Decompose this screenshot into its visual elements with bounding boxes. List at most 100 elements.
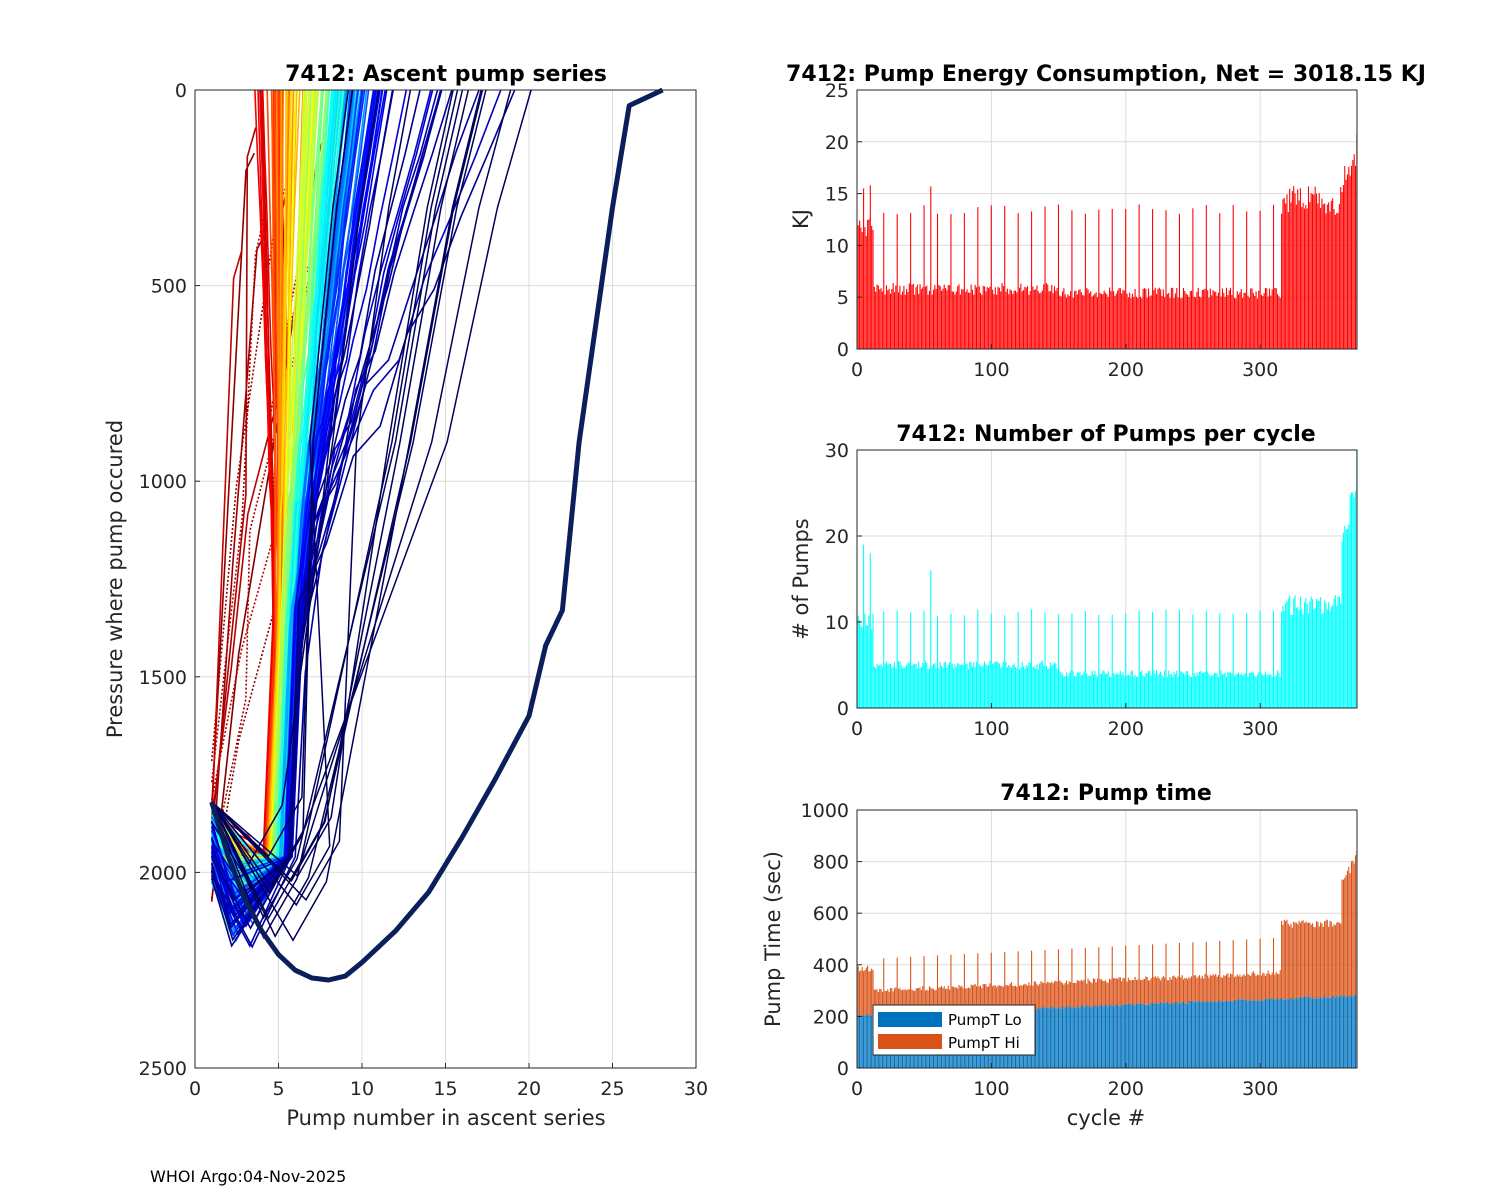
bar [1000, 291, 1002, 349]
bar [880, 664, 882, 708]
bar-pumpt-hi [1173, 975, 1175, 1003]
bar-pumpt-lo [1039, 1009, 1041, 1068]
bar-pumpt-hi [1005, 985, 1007, 1011]
bar [938, 284, 940, 349]
bar [923, 610, 925, 708]
bar [1270, 295, 1272, 349]
bar [1182, 287, 1185, 349]
bar [1079, 671, 1081, 708]
bar [1021, 291, 1023, 349]
bar-pumpt-hi [1337, 921, 1339, 999]
bar [1114, 674, 1116, 708]
bar-pumpt-lo [1201, 1001, 1203, 1068]
bar [1168, 293, 1170, 349]
bar-pumpt-hi [1289, 925, 1291, 999]
bar [1244, 292, 1246, 349]
bar [1033, 289, 1035, 349]
bar-pumpt-lo [1094, 1004, 1096, 1068]
bar [1232, 613, 1234, 708]
legend-label-hi: PumpT Hi [948, 1034, 1020, 1052]
bar [1263, 293, 1265, 349]
bar [1057, 614, 1060, 708]
bar [876, 284, 878, 349]
bar [957, 662, 959, 708]
ascent-series-line [210, 89, 453, 915]
bar [1311, 194, 1314, 349]
bar [1258, 290, 1260, 349]
bar [912, 664, 914, 708]
bar [927, 669, 929, 708]
bar-pumpt-lo [865, 1013, 867, 1068]
bar [979, 665, 982, 708]
bar-pumpt-lo [1182, 1001, 1185, 1068]
bar-pumpt-hi [938, 987, 940, 1011]
bar [1092, 674, 1094, 708]
bar-pumpt-hi [1302, 920, 1304, 998]
bar-pumpt-lo [1188, 1000, 1190, 1068]
bar [1177, 297, 1179, 349]
bar [1004, 615, 1006, 708]
bar-pumpt-lo [1063, 1008, 1065, 1068]
bar [1013, 663, 1015, 708]
bar [889, 663, 892, 708]
bar-pumpt-hi [1247, 973, 1249, 1001]
bar [1072, 297, 1074, 349]
bar-pumpt-lo [1203, 1001, 1205, 1068]
bar-pumpt-hi [863, 971, 865, 1016]
bar [1270, 674, 1272, 708]
bar [1048, 291, 1050, 349]
bar [1133, 296, 1135, 349]
bar [962, 289, 964, 349]
bar-pumpt-hi [1290, 923, 1292, 999]
bar [1307, 613, 1310, 708]
bar-pumpt-hi [1203, 978, 1205, 1002]
bar-pumpt-hi [1013, 986, 1015, 1008]
bar [992, 289, 994, 349]
bar [918, 293, 920, 349]
bar [1299, 188, 1301, 349]
bar [1278, 296, 1280, 349]
bar-pumpt-hi [1138, 945, 1140, 1004]
bar [939, 661, 941, 708]
bar-pumpt-lo [1298, 996, 1300, 1068]
bar-pumpt-lo [1143, 1004, 1146, 1068]
bar [985, 291, 987, 349]
bar [1173, 298, 1175, 349]
bar-pumpt-hi [1322, 926, 1324, 998]
bar [947, 285, 949, 349]
bar [1037, 291, 1039, 349]
bar [1294, 595, 1296, 708]
bar-pumpt-hi [859, 971, 861, 1016]
bar [1207, 671, 1209, 708]
bar-pumpt-lo [1231, 1001, 1233, 1068]
bar [1337, 212, 1339, 349]
y-tick-label: 20 [825, 526, 849, 548]
bar [1087, 675, 1089, 708]
bar [1143, 288, 1146, 349]
bar [1137, 676, 1139, 708]
bar-pumpt-lo [1279, 998, 1281, 1068]
bar-pumpt-hi [914, 991, 916, 1014]
bar-pumpt-hi [996, 987, 998, 1009]
bar [1236, 673, 1238, 708]
bar-pumpt-hi [1024, 983, 1026, 1011]
bar [1256, 298, 1258, 349]
bar [942, 667, 944, 708]
bar [1076, 294, 1078, 349]
bar-pumpt-hi [877, 991, 879, 1016]
y-tick-label: 5 [837, 287, 849, 309]
bar-pumpt-hi [1204, 973, 1206, 1002]
bar [1174, 293, 1176, 349]
bar [1130, 671, 1132, 708]
bar [988, 664, 990, 708]
bar-pumpt-lo [1035, 1009, 1037, 1068]
bar-pumpt-lo [1067, 1007, 1069, 1068]
bar-pumpt-hi [1334, 925, 1336, 998]
bar-pumpt-hi [1010, 982, 1012, 1009]
bar [1297, 606, 1299, 708]
bar [962, 664, 964, 708]
y-tick-label: 600 [813, 903, 849, 925]
bar [1224, 296, 1226, 349]
bar [1211, 295, 1213, 349]
bar [1320, 207, 1322, 349]
